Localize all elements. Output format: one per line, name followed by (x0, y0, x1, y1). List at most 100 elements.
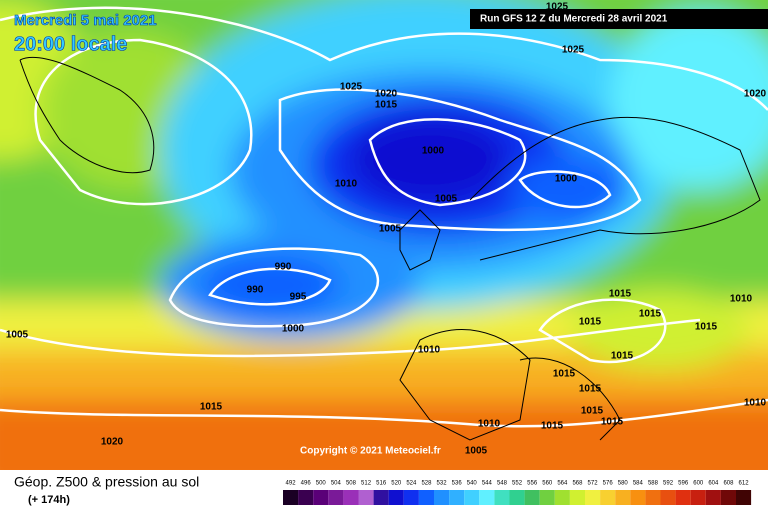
scale-swatch (449, 490, 465, 505)
isobar-label: 995 (290, 292, 307, 303)
isobar-label: 1025 (562, 45, 585, 56)
scale-label: 532 (437, 481, 448, 487)
scale-swatch (418, 490, 434, 505)
isobar-label: 1000 (422, 146, 445, 157)
isobar-label: 1015 (581, 406, 604, 417)
scale-label: 588 (648, 481, 659, 487)
scale-label: 556 (527, 481, 538, 487)
scale-label: 528 (421, 481, 432, 487)
isobar-label: 1010 (418, 345, 441, 356)
isobar-label: 1015 (601, 417, 624, 428)
isobar-labels: 1025102510251020101510201000100010101005… (6, 2, 767, 457)
scale-swatch (343, 490, 359, 505)
scale-swatch (539, 490, 555, 505)
forecast-date: Mercredi 5 mai 2021 (14, 12, 157, 29)
isobar-label: 1015 (200, 402, 223, 413)
isobar-label: 1020 (375, 89, 398, 100)
isobar-label: 1010 (478, 419, 501, 430)
isobar-label: 1015 (579, 384, 602, 395)
isobar-label: 1025 (340, 82, 363, 93)
scale-label: 508 (346, 481, 357, 487)
isobar-label: 1000 (555, 174, 578, 185)
scale-swatch (720, 490, 736, 505)
scale-label: 516 (376, 481, 387, 487)
isobar-label: 1015 (553, 369, 576, 380)
isobar-label: 1010 (335, 179, 358, 190)
scale-swatch (569, 490, 585, 505)
scale-swatch (675, 490, 691, 505)
scale-swatch (283, 490, 299, 505)
isobar-label: 1010 (730, 294, 753, 305)
scale-label: 612 (739, 481, 750, 487)
run-box (470, 9, 768, 29)
scale-swatch (554, 490, 570, 505)
isobar-label: 1020 (744, 89, 767, 100)
scale-label: 492 (286, 481, 297, 487)
scale-swatch (585, 490, 601, 505)
scale-label: 592 (663, 481, 674, 487)
scale-swatch (479, 490, 495, 505)
scale-label: 540 (467, 481, 478, 487)
scale-label: 604 (708, 481, 719, 487)
scale-swatch (645, 490, 661, 505)
scale-swatch (494, 490, 510, 505)
scale-swatch (600, 490, 616, 505)
scale-swatch (464, 490, 480, 505)
color-scale: 492 496 500 504 508 512 516 520 524 528 532 536 540 5… (283, 481, 752, 505)
scale-swatch (705, 490, 721, 505)
scale-label: 576 (603, 481, 614, 487)
isobar-label: 1015 (695, 322, 718, 333)
scale-swatch (615, 490, 631, 505)
copyright: Copyright © 2021 Meteociel.fr (300, 446, 441, 457)
isobar-label: 1005 (6, 330, 29, 341)
isobar-label: 1015 (541, 421, 564, 432)
scale-label: 600 (693, 481, 704, 487)
scale-label: 496 (301, 481, 312, 487)
scale-label: 572 (588, 481, 599, 487)
scale-label: 560 (542, 481, 553, 487)
scale-label: 512 (361, 481, 372, 487)
isobar-label: 1010 (744, 398, 767, 409)
isobar-label: 990 (275, 262, 292, 273)
isobar-label: 1005 (465, 446, 488, 457)
scale-label: 536 (452, 481, 463, 487)
scale-label: 524 (406, 481, 417, 487)
scale-swatch (388, 490, 404, 505)
scale-swatch (358, 490, 374, 505)
isobar-label: 1015 (639, 309, 662, 320)
scale-swatch (328, 490, 344, 505)
isobar-label: 1025 (546, 2, 569, 13)
lead-time: (+ 174h) (28, 494, 70, 506)
isobar-lines (0, 6, 768, 428)
isobar-label: 1020 (101, 437, 124, 448)
scale-swatch (403, 490, 419, 505)
legend-title: Géop. Z500 & pression au sol (14, 474, 199, 490)
scale-swatch (298, 490, 314, 505)
isobar-label: 990 (247, 285, 264, 296)
isobar-label: 1005 (435, 194, 458, 205)
forecast-time: 20:00 locale (14, 33, 127, 55)
scale-swatch (660, 490, 676, 505)
scale-label: 568 (572, 481, 583, 487)
scale-label: 584 (633, 481, 644, 487)
run-info: Run GFS 12 Z du Mercredi 28 avril 2021 (480, 14, 668, 25)
scale-swatch (509, 490, 525, 505)
scale-swatch (373, 490, 389, 505)
scale-label: 552 (512, 481, 523, 487)
isobar-label: 1015 (375, 100, 398, 111)
isobar-label: 1000 (282, 324, 305, 335)
scale-label: 520 (391, 481, 402, 487)
scale-label: 504 (331, 481, 342, 487)
scale-swatch (524, 490, 540, 505)
scale-label: 548 (497, 481, 508, 487)
scale-label: 608 (723, 481, 734, 487)
scale-swatch (313, 490, 329, 505)
scale-swatch (690, 490, 706, 505)
isobar-label: 1005 (379, 224, 402, 235)
scale-label: 564 (557, 481, 568, 487)
isobar-label: 1015 (579, 317, 602, 328)
scale-swatch (630, 490, 646, 505)
scale-swatch (736, 490, 752, 505)
scale-label: 580 (618, 481, 629, 487)
